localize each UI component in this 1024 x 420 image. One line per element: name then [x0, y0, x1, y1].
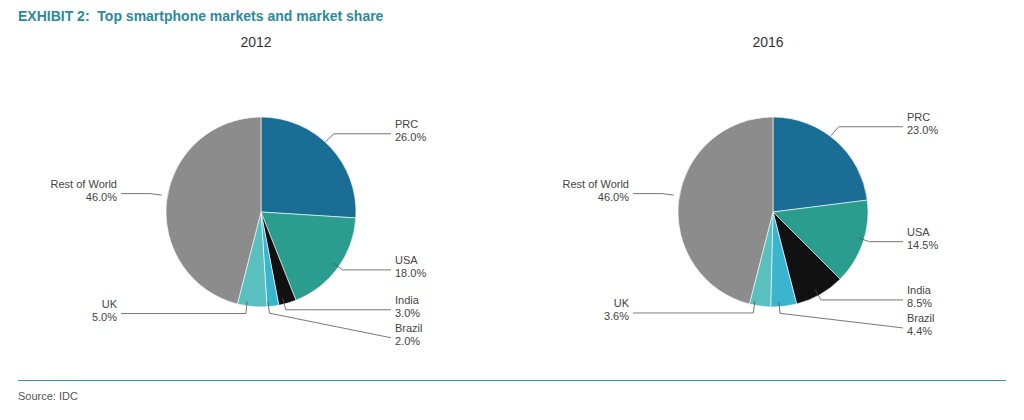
svg-text:PRC23.0%: PRC23.0%	[907, 111, 938, 136]
svg-text:Rest of World46.0%: Rest of World46.0%	[51, 178, 118, 203]
svg-text:India8.5%: India8.5%	[907, 284, 932, 309]
html-text:2016: 2016	[752, 34, 784, 50]
html-text:Source: IDC: Source: IDC	[18, 390, 78, 402]
svg-text:UK5.0%: UK5.0%	[92, 298, 118, 323]
svg-text:UK3.6%: UK3.6%	[604, 297, 630, 322]
svg-text:India3.0%: India3.0%	[395, 294, 420, 319]
html-text:EXHIBIT 2: Top smartphone mark: EXHIBIT 2: Top smartphone markets and ma…	[18, 8, 384, 24]
html-text:2012: 2012	[240, 34, 272, 50]
svg-text:Brazil4.4%: Brazil4.4%	[907, 312, 935, 337]
svg-text:Rest of World46.0%: Rest of World46.0%	[563, 178, 630, 203]
svg-text:USA14.5%: USA14.5%	[907, 226, 938, 251]
svg-text:Brazil2.0%: Brazil2.0%	[395, 322, 423, 347]
svg-text:USA18.0%: USA18.0%	[395, 254, 426, 279]
svg-text:PRC26.0%: PRC26.0%	[395, 118, 426, 143]
